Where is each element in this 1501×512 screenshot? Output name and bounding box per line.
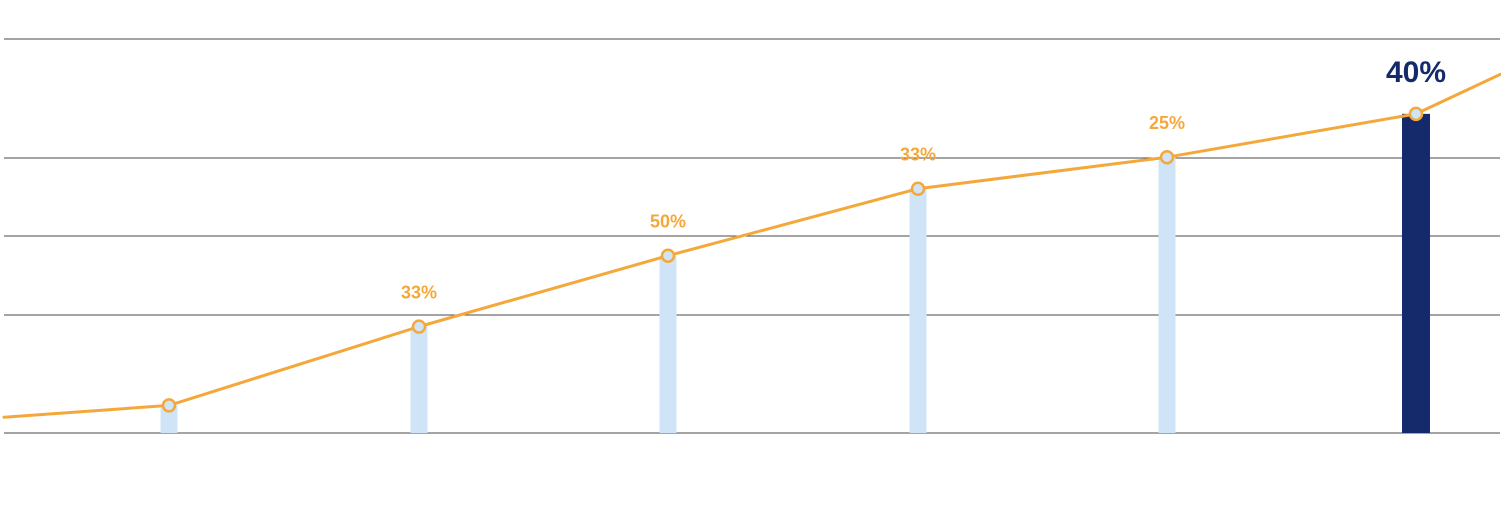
bar <box>910 189 927 433</box>
data-point-marker <box>1410 108 1422 120</box>
trend-line <box>4 74 1500 417</box>
percent-label: 25% <box>1149 113 1185 133</box>
percent-label: 33% <box>900 145 936 165</box>
bar <box>660 256 677 433</box>
data-point-marker <box>413 321 425 333</box>
percent-label: 40% <box>1386 56 1446 89</box>
data-point-marker <box>912 183 924 195</box>
percent-label: 33% <box>401 283 437 303</box>
growth-chart: 33% 50% 33% 25% 40% <box>0 0 1501 512</box>
bar <box>1159 157 1176 433</box>
bar-highlight <box>1402 114 1430 433</box>
data-point-marker <box>1161 151 1173 163</box>
bar <box>411 327 428 433</box>
data-point-marker <box>662 250 674 262</box>
data-point-marker <box>163 399 175 411</box>
percent-label: 50% <box>650 212 686 232</box>
